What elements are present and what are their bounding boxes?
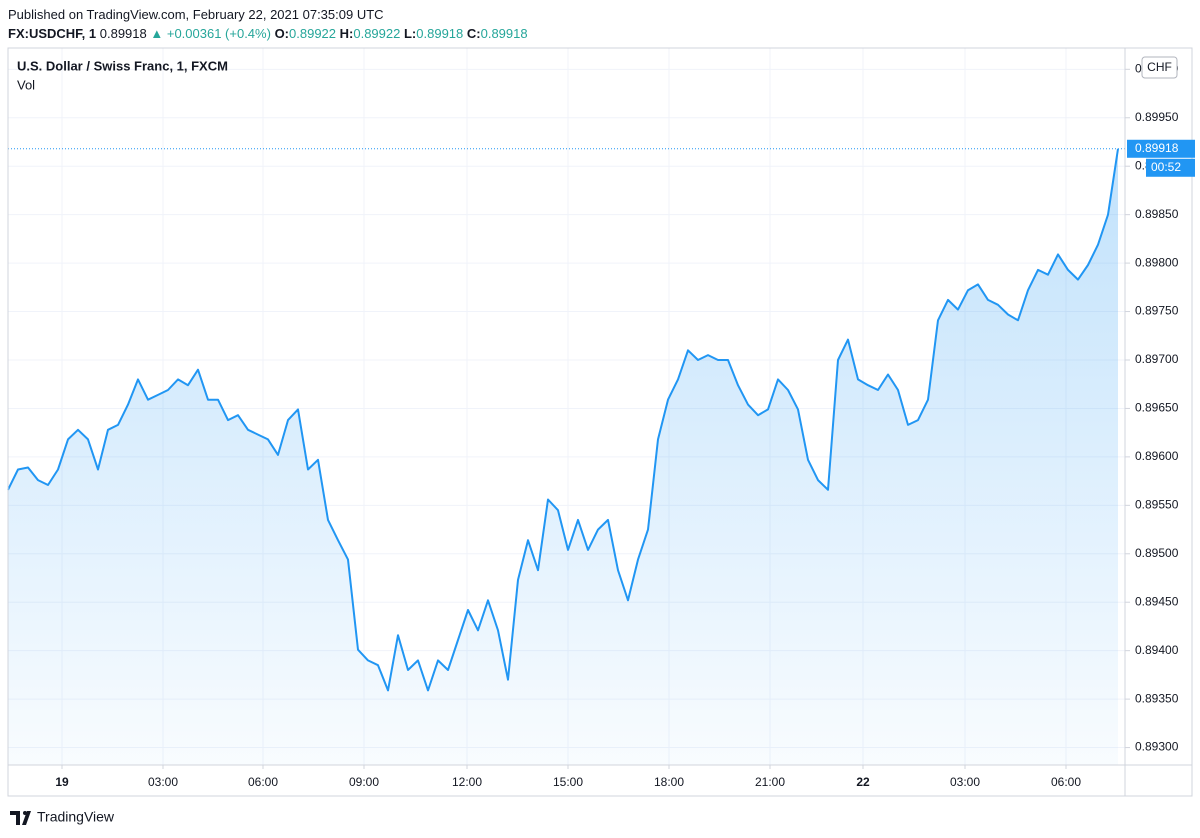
change: ▲ +0.00361 (+0.4%) <box>150 26 271 41</box>
x-tick-label: 03:00 <box>950 775 980 789</box>
currency: CHF <box>1147 60 1172 74</box>
last-price-label: 0.89918 <box>1135 141 1179 155</box>
ohlc-label: H: <box>339 26 354 41</box>
y-tick-label: 0.89700 <box>1135 352 1179 366</box>
x-tick-label: 03:00 <box>148 775 178 789</box>
currency-box[interactable] <box>1141 56 1178 79</box>
y-tick-label: 0.89550 <box>1135 498 1179 512</box>
x-tick-label: 06:00 <box>1051 775 1081 789</box>
frame <box>7 47 1193 797</box>
published: Published on TradingView.com, February 2… <box>8 7 384 22</box>
x-tick-label: 22 <box>856 775 870 789</box>
countdown-tag <box>1146 158 1195 177</box>
published-line: Published on TradingView.com, February 2… <box>8 7 384 22</box>
ohlc-value: 0.89922 <box>289 26 337 41</box>
y-tick-label: 0.89850 <box>1135 207 1179 221</box>
y-tick-label: 0.89350 <box>1135 691 1179 705</box>
x-tick-label: 06:00 <box>248 775 278 789</box>
y-tick-label: 0.89400 <box>1135 643 1179 657</box>
price-line <box>7 148 1119 692</box>
ohlc-label: L: <box>403 26 417 41</box>
x-tick-label: 12:00 <box>452 775 482 789</box>
x-tick-label: 09:00 <box>349 775 379 789</box>
y-tick-label: 0.89300 <box>1135 740 1179 754</box>
plot <box>7 148 1125 766</box>
y-tick-label: 0.89500 <box>1135 546 1179 560</box>
footer-brand: TradingView <box>37 809 115 825</box>
ohlc-value: 0.89922 <box>353 26 401 41</box>
x-tick-label: 18:00 <box>654 775 684 789</box>
x-tick-label: 15:00 <box>553 775 583 789</box>
footer-logo <box>10 811 31 825</box>
quote-line: FX:USDCHF, 1 0.89918 ▲ +0.00361 (+0.4%) … <box>8 26 528 41</box>
symbol: FX:USDCHF, 1 <box>8 26 97 41</box>
x-tick-label: 21:00 <box>755 775 785 789</box>
y-tick-label: 0.89950 <box>1135 110 1179 124</box>
y-tick-label: 0.89600 <box>1135 449 1179 463</box>
y-tick-label: 0.89650 <box>1135 401 1179 415</box>
ohlc-value: 0.89918 <box>416 26 464 41</box>
x-tick-label: 19 <box>55 775 69 789</box>
countdown: 00:52 <box>1151 160 1181 174</box>
y-tick-label: 0.89750 <box>1135 304 1179 318</box>
ohlc-value: 0.89918 <box>480 26 528 41</box>
ohlc-label: O: <box>274 26 290 41</box>
last-price-tag <box>1127 139 1195 158</box>
ohlc-label: C: <box>466 26 481 41</box>
legend-title: U.S. Dollar / Swiss Franc, 1, FXCM <box>17 58 228 73</box>
y-tick-label: 0.89800 <box>1135 255 1179 269</box>
legend-vol: Vol <box>17 77 35 92</box>
area-fill <box>8 148 1118 766</box>
last: 0.89918 <box>99 26 147 41</box>
y-tick-label: 0.89450 <box>1135 594 1179 608</box>
